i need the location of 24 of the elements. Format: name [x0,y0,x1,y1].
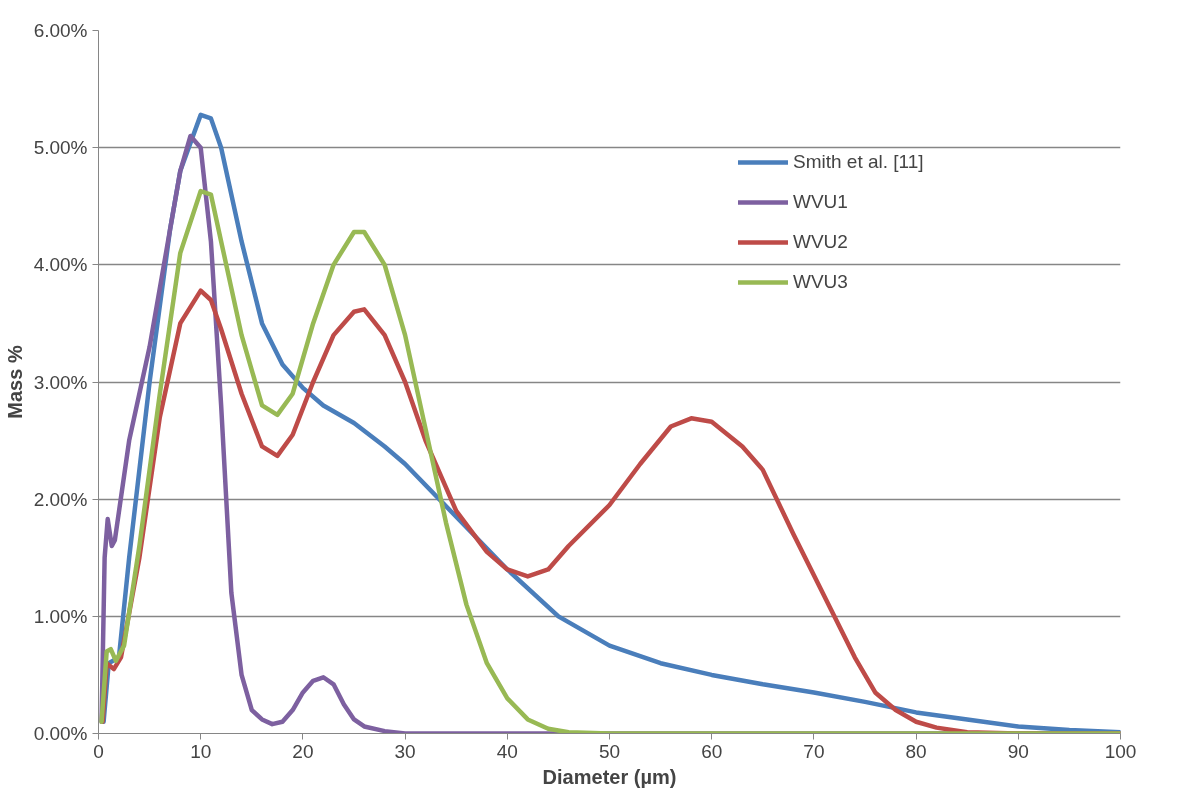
y-tick-label: 4.00% [33,254,88,276]
y-tick-label: 2.00% [33,488,88,510]
x-tick-label: 10 [190,740,212,762]
x-tick-label: 50 [598,740,621,762]
legend-label: WVU3 [793,271,848,293]
x-tick-label: 80 [905,740,927,762]
y-tick-label: 3.00% [33,371,88,393]
x-axis-title: Diameter (µm) [542,765,677,788]
x-tick-label: 90 [1007,740,1029,762]
y-axis-title: Mass % [3,345,26,419]
x-tick-label: 70 [803,740,825,762]
legend-label: WVU2 [793,231,848,253]
x-tick-label: 20 [292,740,314,762]
x-tick-label: 60 [701,740,723,762]
y-tick-label: 0.00% [33,723,88,744]
y-tick-label: 5.00% [33,137,88,159]
x-tick-label: 40 [496,740,518,762]
x-tick-label: 0 [93,740,104,762]
y-tick-label: 1.00% [33,605,88,627]
legend-label: WVU1 [793,191,848,213]
legend-label: Smith et al. [11] [793,151,924,173]
x-tick-label: 30 [394,740,416,762]
x-tick-label: 100 [1104,740,1137,762]
y-tick-label: 6.00% [33,20,88,41]
